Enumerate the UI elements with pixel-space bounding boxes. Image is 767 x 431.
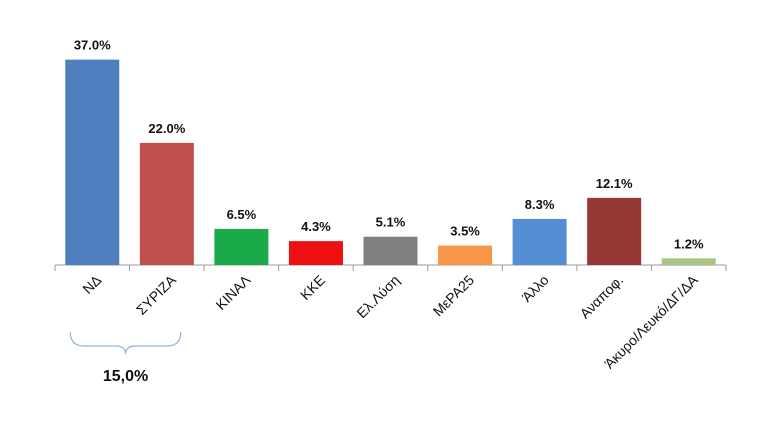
bar [288, 241, 343, 265]
value-label: 3.5% [450, 224, 480, 239]
difference-brace [69, 331, 182, 355]
value-label: 22.0% [148, 121, 185, 136]
bar [139, 142, 194, 265]
bar [587, 197, 642, 265]
bar [661, 258, 716, 265]
category-label: Αναποφ. [577, 272, 627, 322]
value-label: 4.3% [301, 219, 331, 234]
bar [65, 59, 120, 266]
category-label: ΣΥΡΙΖΑ [133, 271, 180, 318]
category-label: ΚΚΕ [297, 272, 328, 303]
value-label: 6.5% [227, 207, 257, 222]
value-label: 37.0% [74, 38, 111, 53]
value-label: 5.1% [376, 215, 406, 230]
category-labels: ΝΔ ΣΥΡΙΖΑ ΚΙΝΑΛ ΚΚΕ Ελ.Λύση ΜεΡΑ25 Άλλο Αναποφ.… [79, 271, 701, 371]
bar [438, 245, 493, 265]
bar [214, 228, 269, 265]
bars [65, 59, 716, 266]
category-label: ΝΔ [79, 272, 104, 297]
category-label: ΜεΡΑ25 [430, 272, 478, 320]
category-label: Άλλο [519, 272, 552, 305]
value-label: 1.2% [674, 236, 704, 251]
value-label: 12.1% [596, 176, 633, 191]
category-label: ΚΙΝΑΛ [212, 271, 253, 312]
value-label: 8.3% [525, 197, 555, 212]
x-axis-ticks [54, 265, 727, 271]
category-label: Ελ.Λύση [353, 272, 402, 321]
difference-annotation: 15,0% [103, 368, 148, 385]
bar [512, 218, 567, 265]
bar [363, 236, 418, 265]
value-labels: 37.0% 22.0% 6.5% 4.3% 5.1% 3.5% 8.3% 12.1% 1.2% [74, 38, 704, 252]
